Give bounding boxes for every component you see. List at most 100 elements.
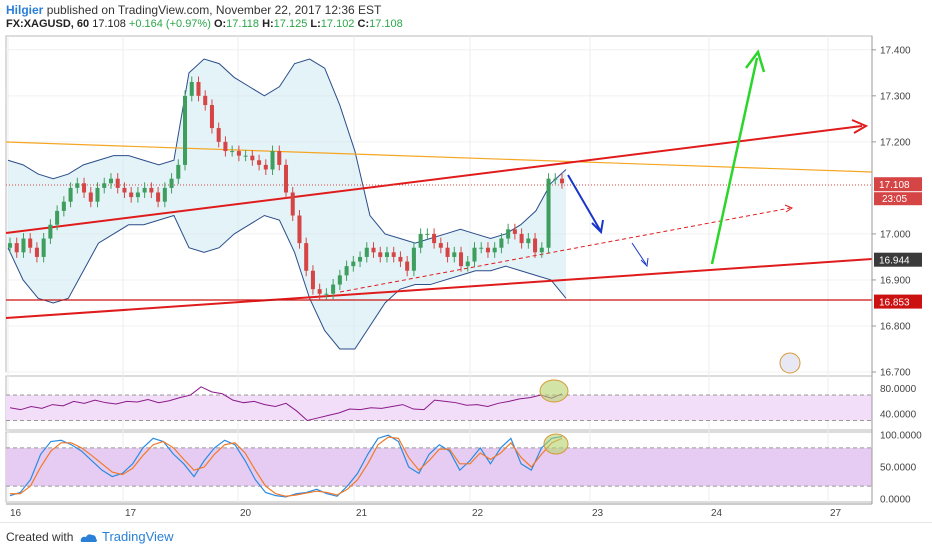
candle (28, 238, 33, 248)
author-name[interactable]: Hilgier (6, 3, 44, 17)
candle (75, 183, 80, 188)
x-tick-label: 21 (356, 508, 368, 519)
footer: Created with TradingView (0, 522, 932, 551)
candle (41, 238, 46, 257)
green-arrow-up (710, 57, 759, 265)
candle (108, 178, 113, 184)
small-blue-arrow (631, 242, 647, 265)
candle (250, 155, 255, 161)
candle (129, 192, 134, 198)
y-tick-label: 16.800 (880, 321, 911, 332)
x-tick-label: 24 (711, 508, 723, 519)
candle (378, 252, 383, 257)
candle (142, 187, 147, 193)
publish-line: Hilgier published on TradingView.com, No… (6, 3, 381, 17)
candle (533, 238, 538, 253)
candle (310, 270, 315, 290)
candle (257, 160, 262, 165)
bollinger-lower (7, 214, 567, 350)
candle (135, 192, 140, 198)
open-value: 17.118 (226, 18, 259, 30)
stoch-tick-label: 50.0000 (880, 463, 917, 474)
candle (324, 293, 329, 295)
price-label-box (874, 177, 922, 192)
y-tick-label: 16.700 (880, 368, 911, 379)
candle (95, 187, 100, 202)
candle (445, 247, 450, 257)
x-tick-label: 16 (10, 508, 22, 519)
dashed-arrowhead (784, 204, 794, 213)
candle (290, 192, 295, 216)
candle (21, 238, 26, 253)
stoch-k-line (9, 434, 563, 498)
candle (88, 192, 93, 202)
green-arrowhead (745, 49, 766, 73)
candle (337, 275, 342, 285)
y-tick-label: 17.000 (880, 229, 911, 240)
y-tick-label: 17.300 (880, 91, 911, 102)
created-with-label: Created with (6, 530, 74, 544)
rsi-band (6, 395, 872, 421)
bollinger-fill (8, 59, 566, 349)
candle (162, 187, 167, 202)
candle (283, 164, 289, 193)
candle (432, 233, 437, 244)
open-label: O: (213, 18, 227, 30)
x-tick-label: 17 (125, 508, 137, 519)
candle (472, 247, 477, 262)
y-tick-label: 17.200 (880, 137, 911, 148)
candle (351, 261, 356, 267)
cloud-icon (80, 534, 97, 542)
candle (418, 233, 423, 248)
stoch-highlight (543, 433, 569, 455)
price-change: +0.164 (+0.97%) (128, 18, 211, 30)
candle (344, 266, 349, 276)
symbol-label: FX:XAGUSD, 60 (6, 18, 90, 30)
candle (263, 164, 268, 170)
x-tick-label: 20 (240, 508, 252, 519)
candle (48, 224, 53, 239)
candle (156, 192, 161, 202)
candle (243, 155, 248, 157)
candle (7, 243, 13, 248)
candle (14, 243, 19, 253)
y-tick-label: 16.900 (880, 275, 911, 286)
candle (216, 128, 221, 142)
upper-channel-line (5, 125, 863, 234)
x-tick-label: 23 (592, 508, 604, 519)
drawing-lines (5, 49, 873, 319)
x-tick-label: 22 (472, 508, 484, 519)
tradingview-logo[interactable]: TradingView (80, 529, 174, 544)
low-value: 17.102 (320, 18, 355, 30)
price-label-text: 16.944 (879, 256, 910, 267)
event-flag-icon (779, 352, 801, 374)
candle (189, 82, 194, 96)
candle (425, 233, 430, 235)
bollinger-upper (7, 58, 567, 244)
y-tick-label: 17.400 (880, 45, 911, 56)
candle (196, 82, 201, 96)
candle (297, 215, 302, 244)
last-price: 17.108 (92, 18, 126, 30)
stoch-d-line (10, 436, 563, 497)
candle (331, 284, 336, 294)
blue-arrowhead (591, 219, 604, 235)
candle (236, 151, 241, 156)
candle (485, 247, 490, 253)
candle (176, 164, 181, 179)
candle (465, 261, 470, 267)
candle (512, 229, 517, 234)
candle (546, 178, 551, 248)
chart-header: Hilgier published on TradingView.com, No… (0, 0, 932, 34)
stoch-tick-label: 0.0000 (880, 494, 911, 505)
low-label: L: (310, 18, 321, 30)
price-label-text: 16.853 (879, 298, 910, 309)
resistance-line-orange (5, 141, 873, 173)
candle (61, 201, 66, 211)
small-blue-arrowhead (640, 257, 649, 268)
candle (553, 178, 558, 180)
candle (438, 243, 443, 248)
close-value: 17.108 (369, 18, 403, 30)
candle (371, 247, 376, 253)
